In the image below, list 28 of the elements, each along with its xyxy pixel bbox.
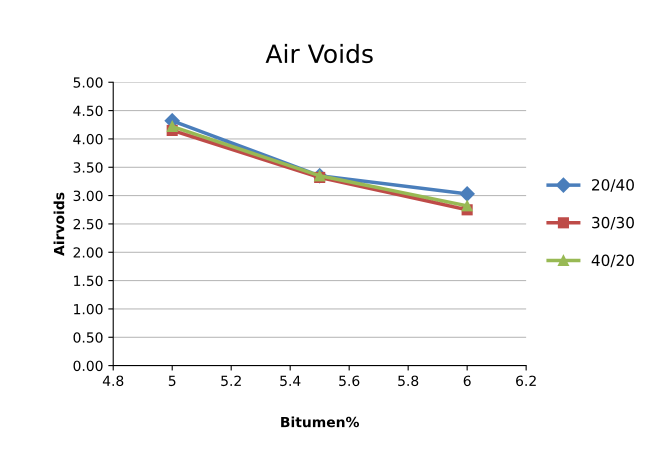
x-tick-label: 5.8 [398,376,418,386]
y-tick-label: 3.50 [74,162,103,173]
y-tick-label: 4.00 [73,134,103,144]
y-tick-label: 0.00 [73,360,103,372]
y-tick-label: 1.00 [74,304,103,314]
x-tick-label: 5.4 [280,376,300,386]
y-tick-label: 0.50 [73,332,103,343]
legend-label: 20/40 [592,179,634,192]
x-tick-label: 6 [464,376,471,386]
y-tick-label: 4.50 [73,106,103,116]
y-tick-label: 3.00 [74,190,103,202]
x-tick-label: 6.2 [516,376,536,386]
x-tick-label: 5.2 [221,376,241,386]
y-tick-label: 2.00 [74,247,103,258]
point [460,186,475,202]
point [462,200,473,212]
x-axis-title: Bitumen% [281,416,360,428]
x-tick-label: 5 [168,376,176,386]
y-axis-title: Airvoids [54,192,64,256]
y-tick-label: 5.00 [74,77,103,88]
legend-label: 40/20 [592,254,634,268]
legend-label: 30/30 [592,216,634,230]
chart-title: Air Voids [266,44,373,64]
y-tick-label: 1.50 [74,276,103,286]
x-tick-label: 5.6 [339,376,360,386]
point [166,120,178,132]
x-tick-label: 4.8 [102,376,124,386]
y-tick-label: 2.50 [74,218,103,230]
